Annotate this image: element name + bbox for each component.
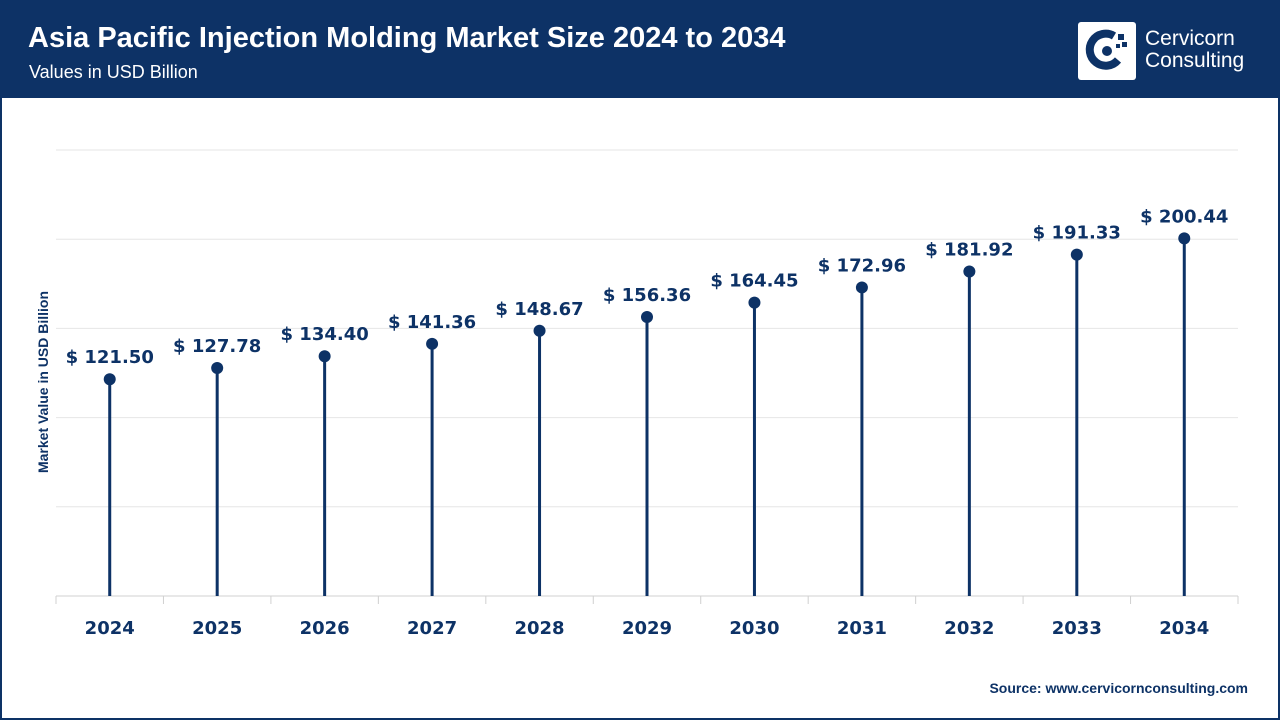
data-label: $ 172.96 (818, 255, 906, 276)
x-tick-label: 2033 (1052, 618, 1102, 639)
lollipop-point (1070, 248, 1083, 261)
x-tick-label: 2024 (85, 618, 135, 639)
lollipop-point (103, 373, 116, 386)
x-tick-label: 2032 (944, 618, 994, 639)
data-label: $ 134.40 (281, 324, 369, 345)
chart-title: Asia Pacific Injection Molding Market Si… (28, 22, 786, 54)
data-label: $ 141.36 (388, 312, 476, 333)
x-tick-label: 2028 (514, 618, 564, 639)
lollipop-point (641, 311, 653, 324)
brand-logo: Cervicorn Consulting (1078, 22, 1268, 80)
x-tick-label: 2027 (407, 618, 457, 639)
lollipop-point (855, 281, 868, 294)
lollipop-point (318, 350, 331, 363)
x-tick-label: 2026 (300, 618, 350, 639)
data-label: $ 191.33 (1033, 223, 1121, 244)
x-tick-label: 2030 (729, 618, 779, 639)
data-label: $ 164.45 (710, 271, 798, 292)
x-tick-label: 2025 (192, 618, 242, 639)
data-label: $ 181.92 (925, 239, 1013, 260)
x-tick-label: 2029 (622, 618, 672, 639)
data-label: $ 148.67 (495, 299, 583, 320)
brand-name: Cervicorn Consulting (1145, 28, 1244, 72)
lollipop-point (533, 324, 546, 337)
source-note: Source: www.cervicornconsulting.com (989, 680, 1248, 696)
lollipop-point (748, 296, 761, 309)
data-label: $ 121.50 (66, 347, 154, 368)
lollipop-point (963, 265, 976, 278)
cervicorn-logo-icon (1078, 22, 1136, 80)
data-label: $ 156.36 (603, 285, 691, 306)
chart-subtitle: Values in USD Billion (29, 62, 198, 82)
lollipop-point (426, 337, 439, 350)
lollipop-point (1178, 232, 1191, 245)
header-banner: Asia Pacific Injection Molding Market Si… (2, 2, 1278, 98)
data-label: $ 127.78 (173, 336, 261, 357)
data-label: $ 200.44 (1140, 206, 1228, 227)
x-tick-label: 2034 (1159, 618, 1209, 639)
brand-line1: Cervicorn (1145, 27, 1235, 50)
lollipop-point (211, 362, 224, 375)
x-tick-label: 2031 (837, 618, 887, 639)
brand-line2: Consulting (1145, 49, 1245, 72)
